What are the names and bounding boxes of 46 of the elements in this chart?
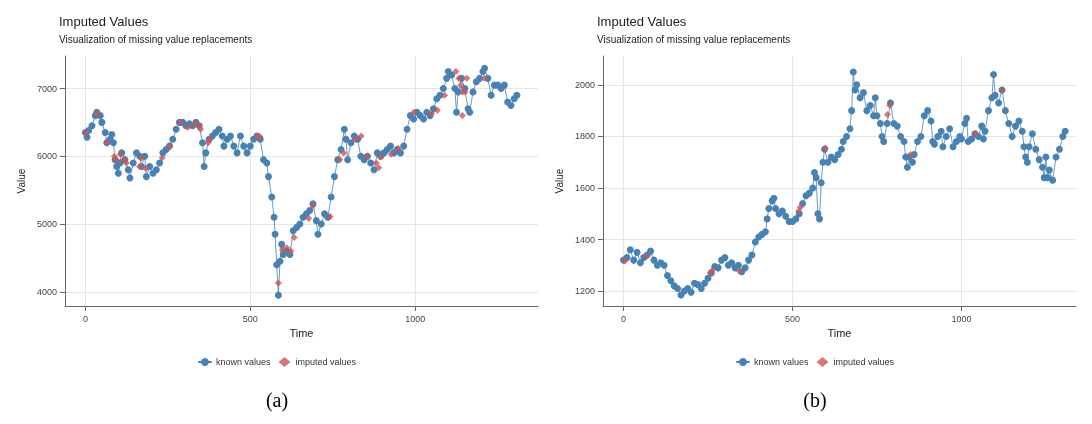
point — [287, 247, 295, 255]
point — [441, 91, 449, 99]
point — [290, 234, 298, 242]
y-tick-label: 7000 — [36, 83, 57, 94]
point — [158, 154, 166, 162]
y-axis-title: Value — [553, 168, 565, 194]
legend-label: imputed values — [295, 357, 357, 367]
point — [305, 215, 313, 223]
x-tick-label: 0 — [621, 313, 627, 324]
point — [340, 149, 348, 157]
point — [883, 111, 891, 119]
point — [274, 279, 282, 287]
x-tick-label: 500 — [784, 313, 801, 324]
chart-title: Imputed Values — [597, 14, 687, 29]
point — [142, 164, 150, 172]
point — [480, 74, 488, 82]
y-tick-label: 5000 — [36, 219, 57, 230]
y-tick-label: 1600 — [574, 182, 595, 193]
y-tick-label: 2000 — [574, 79, 595, 90]
chart-title: Imputed Values — [59, 14, 149, 29]
point — [452, 68, 460, 76]
y-tick-label: 1400 — [574, 234, 595, 245]
point — [796, 203, 804, 211]
chart-subtitle: Visualization of missing value replacements — [59, 33, 253, 45]
x-tick-label: 1000 — [405, 313, 426, 324]
point — [457, 81, 465, 89]
y-tick-label: 1800 — [574, 131, 595, 142]
y-tick-label: 4000 — [36, 286, 57, 297]
point — [463, 74, 471, 82]
x-axis-title: Time — [289, 327, 314, 340]
y-tick-label: 6000 — [36, 151, 57, 162]
x-tick-label: 1000 — [951, 313, 972, 324]
point — [433, 106, 441, 114]
point — [375, 164, 383, 172]
text: (b) — [803, 389, 827, 412]
text: (a) — [265, 389, 289, 412]
x-tick-label: 0 — [82, 313, 88, 324]
x-axis-title: Time — [827, 327, 852, 340]
legend-label: known values — [753, 357, 809, 367]
y-tick-label: 1200 — [574, 286, 595, 297]
legend-label: imputed values — [833, 357, 895, 367]
legend-label: known values — [215, 357, 271, 367]
chart-subtitle: Visualization of missing value replacements — [597, 33, 791, 45]
x-tick-label: 500 — [242, 313, 258, 324]
y-axis-title: Value — [15, 168, 27, 194]
point — [458, 112, 466, 120]
